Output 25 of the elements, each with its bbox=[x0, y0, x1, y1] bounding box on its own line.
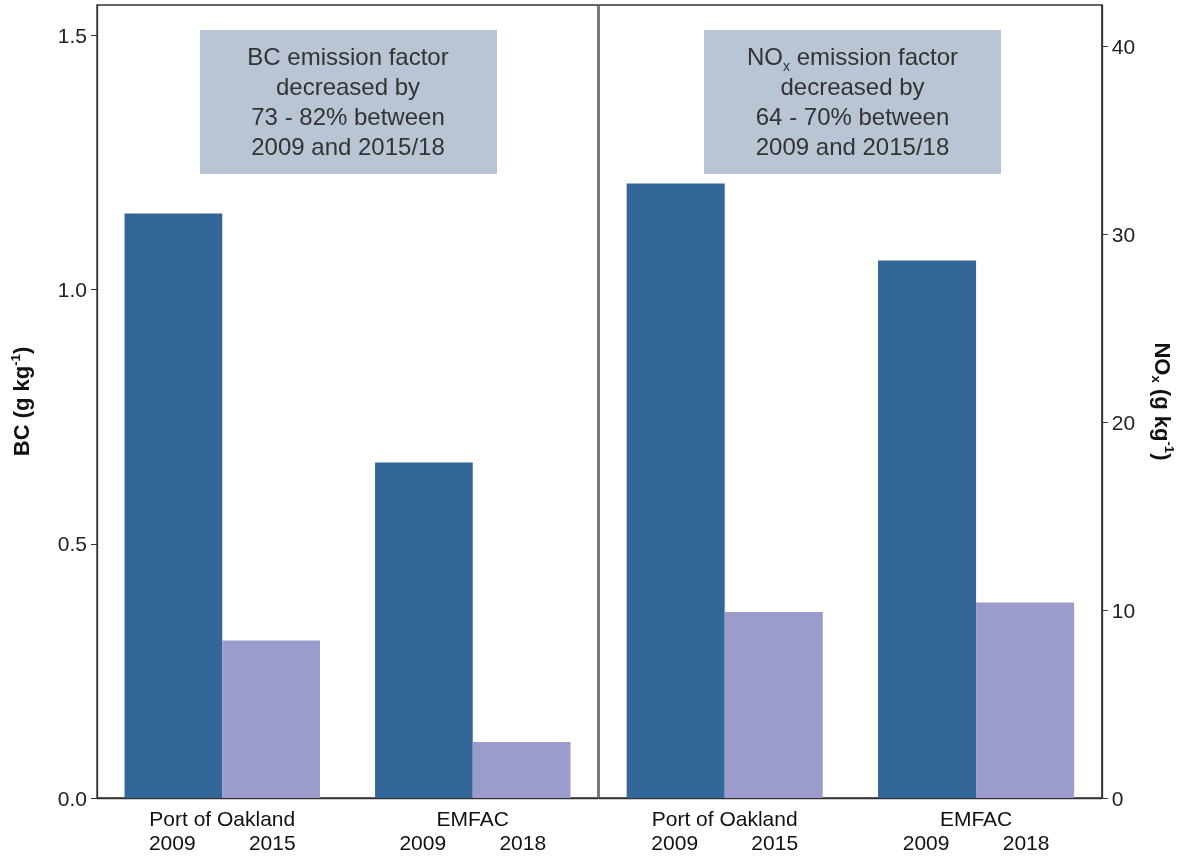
bar bbox=[976, 602, 1075, 798]
category-label: EMFAC 2009 2018 bbox=[902, 806, 1050, 854]
y-axis-title: BC (g kg-1) bbox=[7, 346, 35, 457]
y-tick-label: 10 bbox=[1111, 598, 1136, 622]
y-tick-label: 0 bbox=[1111, 786, 1124, 810]
y-axis-title: NOx (g kg-1) bbox=[1148, 342, 1177, 461]
y-tick-label: 0.0 bbox=[57, 786, 87, 810]
category-label: Port of Oakland 2009 2015 bbox=[148, 806, 296, 854]
bar bbox=[626, 183, 725, 798]
y-tick-label: 40 bbox=[1111, 34, 1136, 58]
category-label: Port of Oakland 2009 2015 bbox=[651, 806, 799, 854]
bar bbox=[878, 260, 977, 798]
y-tick-label: 0.5 bbox=[57, 532, 87, 556]
bar bbox=[124, 213, 223, 798]
bar bbox=[724, 611, 823, 798]
bar bbox=[222, 640, 320, 798]
bar bbox=[472, 742, 571, 798]
y-tick-label: 1.5 bbox=[57, 24, 87, 47]
note-box: BC emission factor decreased by 73 - 82% between 2009 and 2015/18 bbox=[199, 30, 497, 174]
bar bbox=[375, 462, 473, 798]
category-label: EMFAC 2009 2018 bbox=[399, 806, 547, 854]
note-box: NO$_{x}$ emission factor decreased by 64 - 70% between 2009 and 2015/18 bbox=[704, 30, 1001, 174]
y-tick-label: 30 bbox=[1111, 222, 1136, 246]
y-tick-label: 1.0 bbox=[57, 278, 87, 302]
y-tick-label: 20 bbox=[1111, 410, 1136, 434]
